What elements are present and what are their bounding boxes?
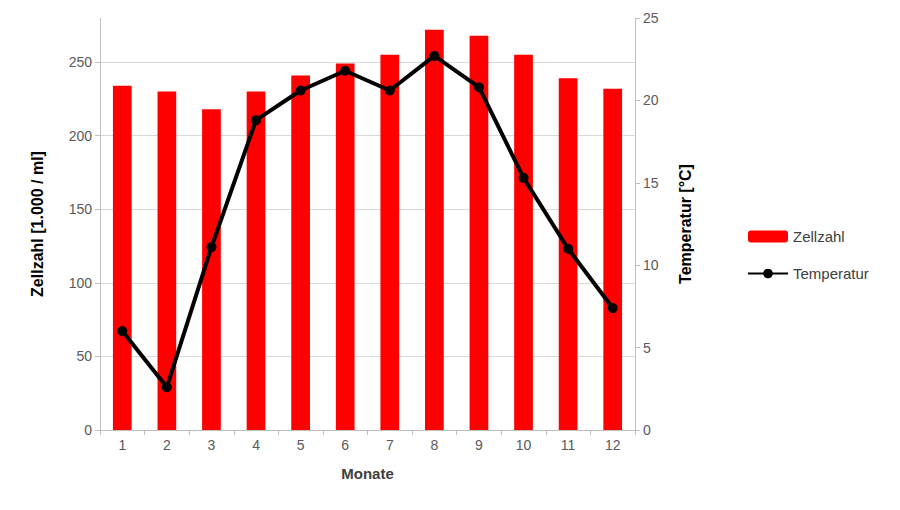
svg-text:250: 250 bbox=[69, 54, 93, 70]
svg-text:15: 15 bbox=[643, 175, 659, 191]
svg-text:20: 20 bbox=[643, 92, 659, 108]
svg-text:150: 150 bbox=[69, 201, 93, 217]
svg-text:6: 6 bbox=[341, 437, 349, 453]
svg-text:11: 11 bbox=[561, 437, 576, 453]
svg-text:0: 0 bbox=[643, 422, 651, 438]
svg-text:Zellzahl [1.000 / ml]: Zellzahl [1.000 / ml] bbox=[29, 151, 46, 297]
svg-text:5: 5 bbox=[297, 437, 305, 453]
svg-text:10: 10 bbox=[643, 257, 659, 273]
svg-text:0: 0 bbox=[84, 422, 92, 438]
svg-text:Temperatur [°C]: Temperatur [°C] bbox=[677, 164, 694, 284]
svg-text:3: 3 bbox=[208, 437, 216, 453]
svg-text:1: 1 bbox=[118, 437, 126, 453]
svg-text:200: 200 bbox=[69, 128, 93, 144]
svg-text:Zellzahl: Zellzahl bbox=[793, 228, 845, 245]
svg-text:25: 25 bbox=[643, 10, 659, 26]
svg-text:Temperatur: Temperatur bbox=[793, 265, 869, 282]
svg-text:7: 7 bbox=[386, 437, 394, 453]
svg-text:50: 50 bbox=[76, 348, 92, 364]
svg-text:4: 4 bbox=[252, 437, 260, 453]
svg-text:10: 10 bbox=[516, 437, 532, 453]
svg-text:8: 8 bbox=[430, 437, 438, 453]
svg-text:9: 9 bbox=[475, 437, 483, 453]
svg-text:5: 5 bbox=[643, 340, 651, 356]
svg-text:12: 12 bbox=[605, 437, 621, 453]
svg-text:2: 2 bbox=[163, 437, 171, 453]
svg-text:100: 100 bbox=[69, 275, 93, 291]
svg-text:Monate: Monate bbox=[341, 465, 394, 482]
